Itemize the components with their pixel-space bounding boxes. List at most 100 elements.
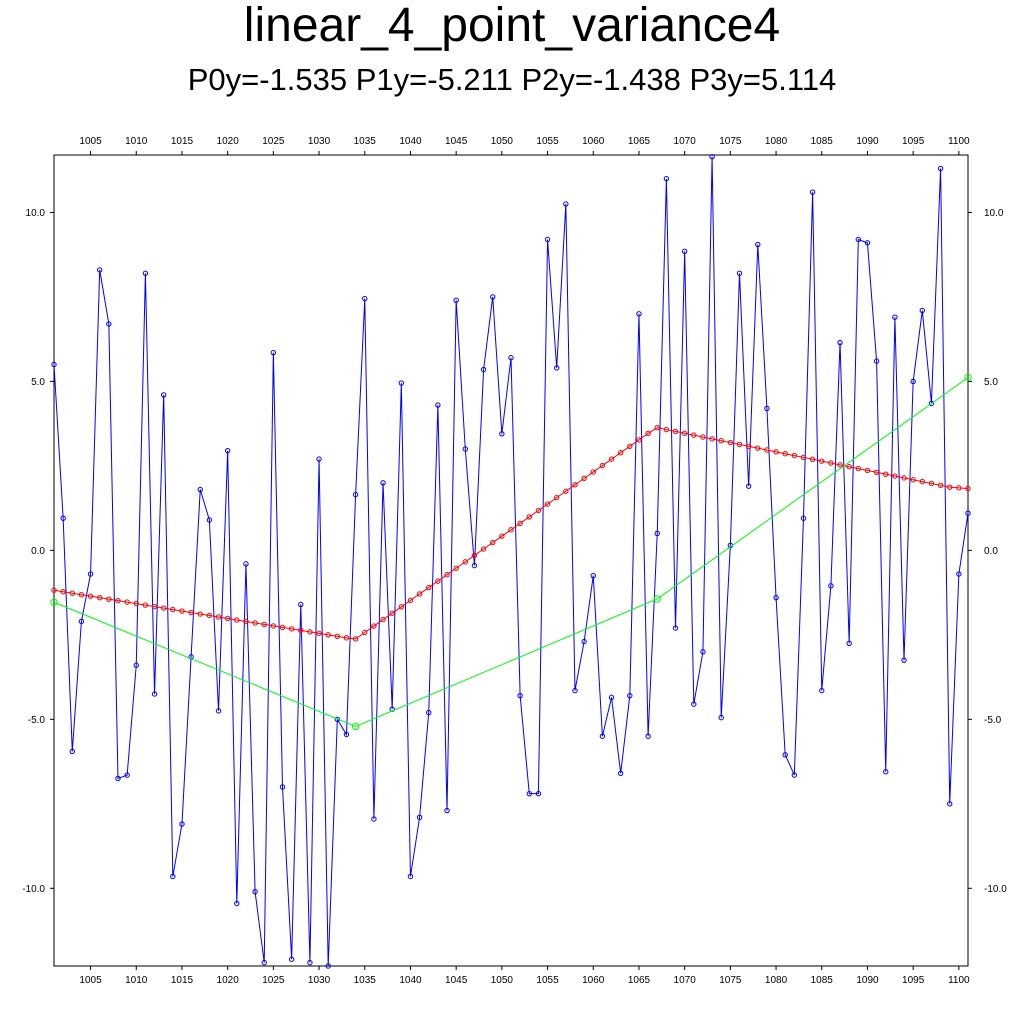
- blue-series-point: [627, 692, 633, 699]
- x-tick-label-top: 1045: [445, 136, 468, 147]
- blue-series-point: [151, 691, 158, 697]
- blue-series-point: [224, 447, 231, 454]
- x-tick-label-bottom: 1085: [811, 975, 834, 986]
- blue-series-point: [928, 400, 935, 407]
- red-series-point: [508, 527, 514, 533]
- red-series-point: [170, 606, 176, 613]
- red-series-point: [106, 596, 112, 602]
- blue-series-point: [160, 392, 167, 398]
- red-series-point: [965, 485, 971, 492]
- red-series-point: [51, 587, 57, 593]
- blue-series-point: [407, 873, 414, 880]
- blue-series-point: [435, 402, 441, 408]
- blue-series-point: [307, 959, 313, 966]
- blue-series-point: [480, 366, 487, 373]
- x-tick-label-top: 1055: [536, 136, 559, 147]
- blue-series-point: [398, 380, 405, 386]
- blue-series-point: [51, 361, 57, 368]
- red-series-point: [654, 424, 660, 431]
- y-tick-label-right: -5.0: [984, 715, 1002, 726]
- red-series-point: [773, 449, 779, 455]
- y-tick-label-left: 5.0: [31, 377, 45, 388]
- x-tick-label-bottom: 1040: [399, 975, 422, 986]
- blue-series-point: [87, 571, 94, 577]
- x-tick-label-bottom: 1065: [628, 975, 651, 986]
- red-series-point: [471, 552, 478, 559]
- x-tick-label-bottom: 1035: [354, 975, 377, 986]
- blue-series-point: [636, 311, 642, 317]
- blue-series-point: [910, 378, 916, 385]
- red-series-line: [53, 427, 969, 640]
- blue-series-point: [681, 248, 688, 255]
- red-series-point: [636, 437, 642, 443]
- blue-series-point: [709, 153, 715, 160]
- green-series-point: [50, 598, 58, 606]
- red-series-point: [672, 428, 679, 435]
- x-tick-label-top: 1060: [582, 136, 605, 147]
- blue-series-point: [206, 517, 213, 523]
- x-tick-label-top: 1090: [856, 136, 879, 147]
- red-series-point: [352, 636, 359, 642]
- red-series-point: [252, 620, 258, 626]
- x-tick-label-top: 1080: [765, 136, 788, 147]
- blue-series-point: [654, 530, 660, 537]
- green-series-point: [351, 722, 360, 731]
- red-series-point: [224, 615, 231, 622]
- red-series-point: [864, 467, 871, 474]
- x-tick-label-top: 1030: [308, 136, 331, 147]
- blue-series-point: [782, 752, 788, 758]
- blue-series-point: [261, 959, 267, 966]
- red-series-point: [791, 452, 798, 459]
- y-tick-label-left: -10.0: [22, 884, 45, 895]
- blue-series-point: [508, 355, 514, 361]
- red-series-point: [78, 591, 85, 598]
- green-series-line: [53, 377, 969, 727]
- y-tick-label-left: 10.0: [26, 208, 46, 219]
- x-tick-label-bottom: 1060: [582, 975, 605, 986]
- red-series-point: [435, 578, 441, 584]
- red-series-point: [928, 480, 935, 487]
- chart-subtitle: P0y=-1.535 P1y=-5.211 P2y=-1.438 P3y=5.1…: [187, 62, 837, 97]
- red-series-point: [736, 441, 743, 448]
- red-series-point: [197, 611, 203, 617]
- red-series-point: [645, 430, 651, 437]
- red-series-point: [919, 478, 925, 485]
- x-tick-label-top: 1070: [674, 136, 697, 147]
- blue-series-point: [343, 731, 350, 738]
- blue-series-point: [270, 349, 277, 356]
- x-tick-label-bottom: 1020: [217, 975, 240, 986]
- red-series-point: [444, 571, 450, 578]
- blue-series-point: [444, 807, 450, 814]
- blue-series-point: [572, 687, 578, 694]
- blue-series-point: [97, 267, 103, 273]
- blue-series-point: [855, 236, 862, 243]
- blue-series-point: [462, 446, 468, 452]
- blue-series-point: [691, 701, 697, 707]
- x-tick-label-bottom: 1075: [719, 975, 742, 986]
- blue-series-point: [316, 456, 322, 462]
- red-series-point: [663, 426, 670, 433]
- red-series-point: [572, 482, 578, 488]
- blue-series-point: [352, 491, 359, 498]
- blue-series-point: [526, 790, 532, 797]
- red-series-point: [745, 443, 752, 449]
- x-tick-label-top: 1050: [491, 136, 514, 147]
- blue-series-point: [718, 714, 724, 721]
- red-series-point: [462, 559, 468, 565]
- red-series-point: [307, 629, 313, 635]
- blue-series-point: [499, 431, 505, 437]
- red-series-point: [389, 610, 395, 616]
- blue-series-point: [755, 241, 761, 248]
- x-tick-label-bottom: 1100: [948, 975, 970, 986]
- blue-series-point: [279, 784, 286, 790]
- blue-series-point: [864, 240, 871, 246]
- red-series-point: [142, 602, 149, 608]
- red-series-point: [298, 627, 304, 634]
- x-tick-label-top: 1010: [125, 136, 148, 147]
- red-series-point: [608, 456, 615, 462]
- red-series-point: [627, 443, 633, 449]
- red-series-point: [325, 632, 331, 638]
- x-tick-label-bottom: 1050: [491, 975, 514, 986]
- red-series-point: [855, 465, 862, 472]
- x-tick-label-top: 1015: [171, 136, 194, 147]
